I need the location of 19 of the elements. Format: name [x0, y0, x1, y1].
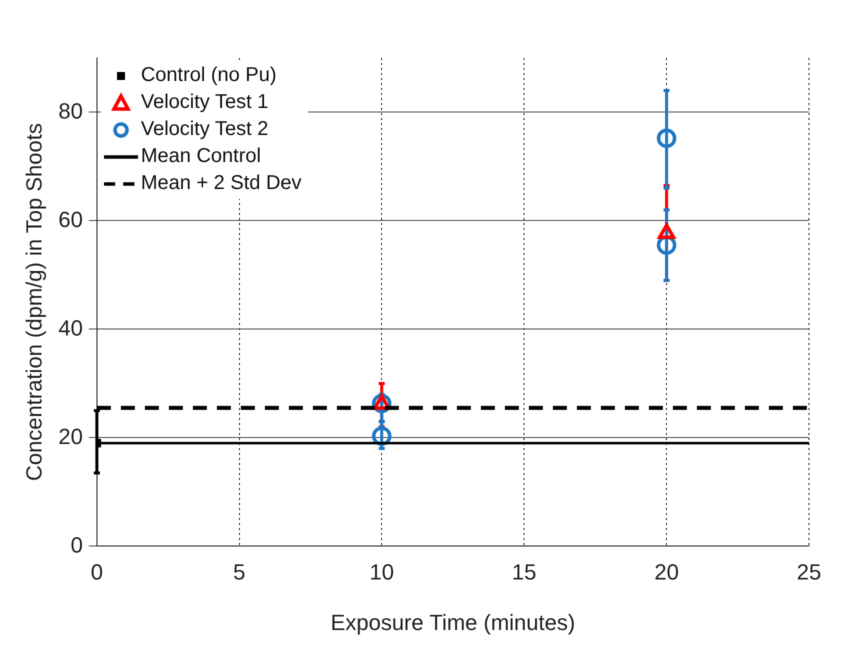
x-tick-label: 25: [796, 559, 822, 584]
x-tick-label: 5: [233, 559, 246, 584]
legend-label: Velocity Test 1: [140, 91, 268, 114]
y-tick-label: 0: [70, 532, 83, 558]
x-axis-title: Exposure Time (minutes): [330, 610, 576, 635]
y-tick-label: 40: [58, 315, 83, 340]
y-tick-label: 20: [58, 424, 83, 449]
x-tick-label: 0: [90, 559, 103, 584]
y-tick-label: 80: [58, 98, 83, 124]
x-tick-label: 20: [654, 559, 679, 584]
legend-label: Velocity Test 2: [140, 118, 268, 141]
legend-label: Mean + 2 Std Dev: [140, 172, 302, 195]
point: [656, 128, 676, 148]
y-tick-label: 60: [58, 206, 83, 232]
legend-label: Mean Control: [140, 145, 261, 168]
legend-label: Control (no Pu): [140, 64, 276, 87]
x-tick-label: 10: [369, 559, 394, 584]
x-tick-label: 15: [512, 559, 536, 584]
y-axis-title: Concentration (dpm/g) in Top Shoots: [21, 123, 46, 482]
